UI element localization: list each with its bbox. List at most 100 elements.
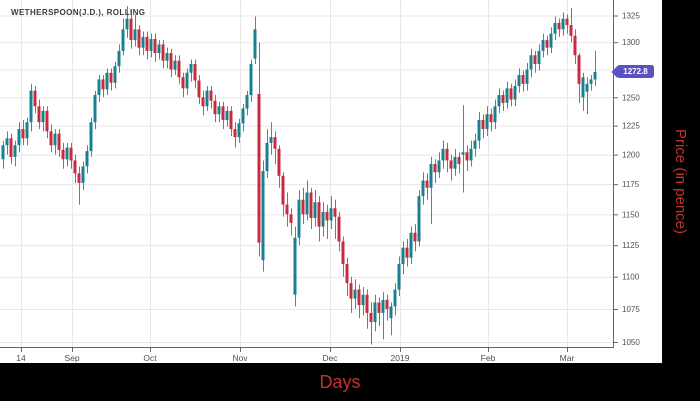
candle-down[interactable] — [509, 88, 513, 100]
candle-up[interactable] — [541, 40, 545, 51]
candle-up[interactable] — [85, 151, 89, 167]
candle-up[interactable] — [525, 69, 529, 84]
candle-up[interactable] — [477, 119, 481, 141]
candle-down[interactable] — [201, 97, 205, 107]
candle-down[interactable] — [521, 75, 525, 84]
candle-down[interactable] — [501, 95, 505, 103]
candle-down[interactable] — [325, 211, 329, 221]
candle-up[interactable] — [89, 122, 93, 152]
candle-up[interactable] — [189, 63, 193, 73]
candle-down[interactable] — [573, 35, 577, 56]
candle-up[interactable] — [173, 60, 177, 70]
candle-up[interactable] — [185, 72, 189, 89]
candle-down[interactable] — [145, 36, 149, 51]
candle-up[interactable] — [117, 50, 121, 67]
candle-down[interactable] — [221, 106, 225, 120]
candle-up[interactable] — [13, 145, 17, 157]
candle-down[interactable] — [377, 302, 381, 313]
candle-down[interactable] — [317, 202, 321, 227]
candle-down[interactable] — [229, 110, 233, 130]
candle-down[interactable] — [425, 180, 429, 188]
candle-down[interactable] — [449, 160, 453, 169]
candle-up[interactable] — [329, 208, 333, 221]
candle-down[interactable] — [57, 133, 61, 150]
candle-up[interactable] — [125, 18, 129, 30]
candle-down[interactable] — [345, 264, 349, 284]
candle-up[interactable] — [429, 163, 433, 188]
candle-down[interactable] — [257, 93, 261, 243]
candle-up[interactable] — [265, 142, 269, 172]
candle-up[interactable] — [381, 299, 385, 313]
candle-up[interactable] — [29, 90, 33, 123]
candle-down[interactable] — [197, 80, 201, 98]
candle-down[interactable] — [309, 192, 313, 218]
chart-canvas[interactable]: 1325 1300 1250 1225 1200 1175 1150 1125 1100 1075… — [0, 0, 662, 363]
candle-down[interactable] — [433, 163, 437, 173]
candle-down[interactable] — [369, 312, 373, 323]
candle-down[interactable] — [129, 18, 133, 41]
candle-down[interactable] — [545, 40, 549, 48]
candle-down[interactable] — [73, 160, 77, 174]
candle-down[interactable] — [33, 90, 37, 107]
candle-down[interactable] — [533, 55, 537, 64]
candle-up[interactable] — [249, 63, 253, 96]
candle-down[interactable] — [465, 152, 469, 161]
candle-down[interactable] — [385, 299, 389, 309]
candle-up[interactable] — [529, 55, 533, 70]
candle-up[interactable] — [237, 123, 241, 138]
candle-up[interactable] — [373, 302, 377, 323]
candle-down[interactable] — [109, 72, 113, 83]
candle-up[interactable] — [261, 171, 265, 261]
candle-down[interactable] — [457, 156, 461, 164]
candle-down[interactable] — [209, 90, 213, 101]
candle-down[interactable] — [273, 137, 277, 149]
candle-down[interactable] — [69, 147, 73, 161]
candle-up[interactable] — [397, 264, 401, 290]
candle-up[interactable] — [105, 72, 109, 90]
candle-down[interactable] — [61, 149, 65, 160]
candle-down[interactable] — [177, 60, 181, 78]
candle-up[interactable] — [441, 148, 445, 161]
candle-down[interactable] — [557, 22, 561, 30]
candle-down[interactable] — [137, 29, 141, 48]
candle-up[interactable] — [589, 79, 593, 84]
candle-down[interactable] — [233, 129, 237, 138]
candle-up[interactable] — [157, 44, 161, 54]
candle-up[interactable] — [149, 39, 153, 51]
candle-up[interactable] — [205, 90, 209, 107]
price-chart-plot[interactable]: 1325 1300 1250 1225 1200 1175 1150 1125 1100 1075… — [0, 0, 662, 363]
candle-up[interactable] — [165, 53, 169, 61]
candle-down[interactable] — [37, 106, 41, 123]
candle-up[interactable] — [469, 148, 473, 161]
candle-down[interactable] — [181, 77, 185, 89]
candle-down[interactable] — [489, 114, 493, 123]
candle-up[interactable] — [389, 306, 393, 319]
candle-down[interactable] — [193, 63, 197, 81]
candle-up[interactable] — [297, 199, 301, 238]
candle-up[interactable] — [409, 232, 413, 258]
candle-up[interactable] — [417, 196, 421, 242]
candle-up[interactable] — [361, 294, 365, 306]
candle-up[interactable] — [293, 237, 297, 295]
candle-up[interactable] — [553, 22, 557, 34]
candle-up[interactable] — [225, 110, 229, 120]
candle-down[interactable] — [333, 208, 337, 217]
candle-up[interactable] — [41, 110, 45, 123]
candle-up[interactable] — [269, 137, 273, 143]
candle-up[interactable] — [517, 75, 521, 87]
candle-down[interactable] — [169, 53, 173, 70]
candle-up[interactable] — [493, 106, 497, 123]
candle-up[interactable] — [97, 79, 101, 96]
candle-down[interactable] — [413, 232, 417, 242]
candle-up[interactable] — [581, 77, 585, 98]
candle-up[interactable] — [5, 138, 9, 146]
candle-down[interactable] — [569, 25, 573, 36]
candle-up[interactable] — [17, 129, 21, 146]
candle-up[interactable] — [485, 114, 489, 130]
candle-up[interactable] — [561, 18, 565, 30]
candle-up[interactable] — [217, 106, 221, 115]
candle-down[interactable] — [565, 18, 569, 26]
candle-down[interactable] — [161, 44, 165, 61]
candle-down[interactable] — [405, 247, 409, 258]
candle-up[interactable] — [25, 122, 29, 139]
